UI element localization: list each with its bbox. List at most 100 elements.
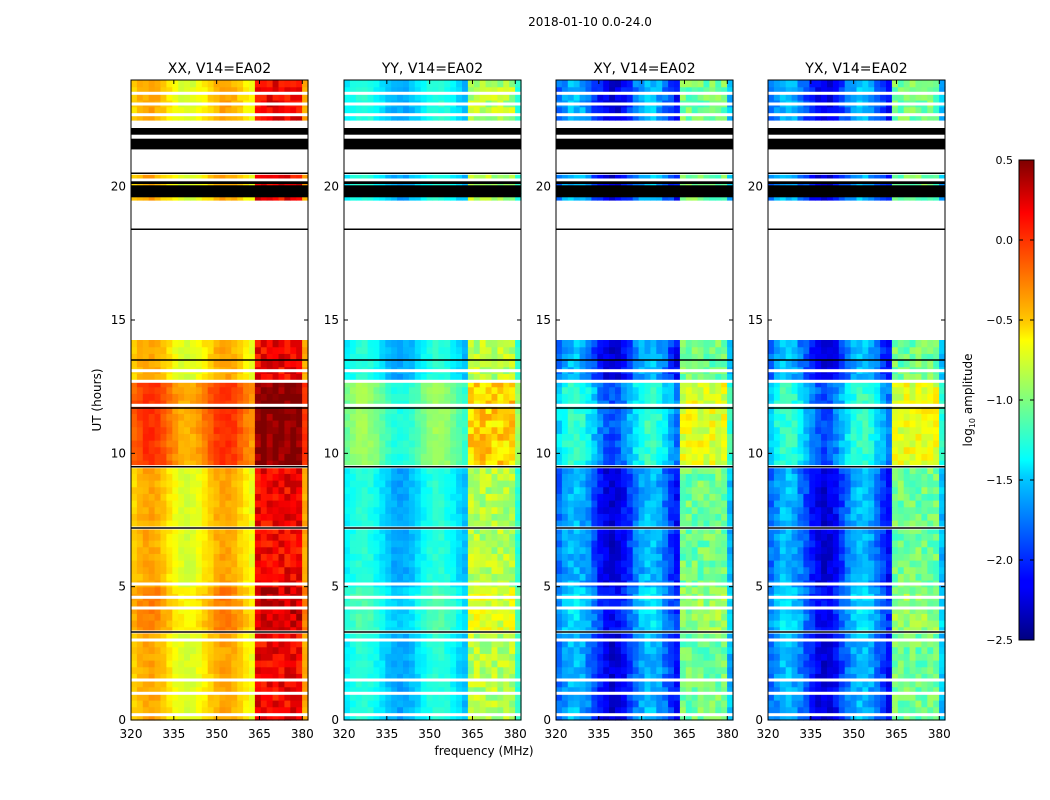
heatmap-cell [195, 106, 203, 114]
heatmap-cell [397, 540, 404, 548]
heatmap-cell [249, 640, 256, 648]
heatmap-cell [195, 433, 203, 441]
heatmap-cell [426, 473, 434, 481]
heatmap-cell [231, 486, 238, 494]
heatmap-cell [243, 80, 250, 88]
heatmap-cell [254, 486, 262, 494]
y-tick-label: 10 [324, 446, 339, 460]
heatmap-cell [650, 680, 657, 688]
heatmap-cell [219, 660, 226, 668]
heatmap-cell [473, 660, 481, 668]
heatmap-cell [361, 373, 369, 381]
heatmap-cell [266, 540, 274, 548]
heatmap-cell [148, 173, 156, 181]
heatmap-cell [349, 573, 357, 581]
heatmap-cell [603, 553, 610, 561]
heatmap-cell [154, 680, 162, 688]
heatmap-cell [644, 640, 651, 648]
heatmap-cell [432, 353, 439, 361]
heatmap-cell [237, 686, 244, 694]
heatmap-cell [585, 673, 592, 681]
heatmap-cell [184, 80, 191, 88]
heatmap-cell [373, 493, 380, 501]
heatmap-cell [379, 473, 386, 481]
heatmap-cell [249, 633, 256, 641]
heatmap-cell [184, 500, 191, 508]
heatmap-cell [591, 633, 598, 641]
heatmap-cell [184, 446, 191, 454]
heatmap-cell [201, 680, 209, 688]
heatmap-cell [697, 546, 705, 554]
heatmap-cell [697, 693, 705, 701]
heatmap-cell [515, 386, 522, 394]
heatmap-cell [438, 466, 445, 474]
heatmap-cell [414, 453, 422, 461]
heatmap-cell [691, 560, 699, 568]
heatmap-cell [585, 680, 592, 688]
heatmap-cell [249, 440, 256, 448]
heatmap-cell [278, 453, 285, 461]
heatmap-cell [450, 513, 457, 521]
heatmap-cell [391, 660, 398, 668]
heatmap-cell [644, 560, 651, 568]
heatmap-cell [385, 406, 392, 414]
heatmap-cell [254, 173, 262, 181]
heatmap-cell [491, 653, 498, 661]
heatmap-cell [254, 386, 262, 394]
heatmap-cell [444, 473, 451, 481]
heatmap-cell [674, 673, 681, 681]
heatmap-cell [420, 553, 428, 561]
heatmap-cell [685, 620, 693, 628]
heatmap-cell [438, 646, 445, 654]
heatmap-cell [154, 373, 162, 381]
heatmap-cell [344, 466, 351, 474]
heatmap-cell [620, 573, 628, 581]
heatmap-cell [408, 546, 416, 554]
heatmap-cell [668, 540, 675, 548]
heatmap-cell [462, 686, 469, 694]
heatmap-cell [172, 540, 179, 548]
heatmap-cell [503, 693, 510, 701]
heatmap-cell [260, 653, 268, 661]
heatmap-cell [579, 620, 587, 628]
heatmap-cell [656, 653, 663, 661]
heatmap-cell [231, 506, 238, 514]
heatmap-cell [473, 513, 481, 521]
heatmap-cell [136, 80, 144, 88]
heatmap-cell [561, 553, 569, 561]
heatmap-cell [195, 413, 203, 421]
heatmap-cell [160, 480, 167, 488]
heatmap-cell [432, 173, 439, 181]
heatmap-cell [485, 586, 493, 594]
heatmap-cell [691, 533, 699, 541]
heatmap-cell [131, 540, 138, 548]
heatmap-cell [349, 480, 357, 488]
heatmap-cell [679, 540, 687, 548]
heatmap-cell [721, 660, 728, 668]
heatmap-cell [379, 346, 386, 354]
heatmap-cell [284, 386, 291, 394]
heatmap-cell [349, 360, 357, 368]
heatmap-cell [361, 93, 369, 101]
heatmap-cell [344, 700, 351, 708]
heatmap-cell [172, 660, 179, 668]
heatmap-cell [190, 626, 197, 634]
heatmap-cell [160, 486, 167, 494]
heatmap-cell [644, 566, 651, 574]
heatmap-cell [178, 113, 185, 121]
heatmap-cell [131, 340, 138, 348]
heatmap-cell [225, 586, 232, 594]
heatmap-cell [231, 686, 238, 694]
heatmap-cell [561, 646, 569, 654]
heatmap-cell [691, 606, 699, 614]
heatmap-cell [260, 393, 268, 401]
heatmap-cell [385, 353, 392, 361]
heatmap-cell [379, 113, 386, 121]
heatmap-cell [632, 533, 640, 541]
heatmap-cell [715, 626, 722, 634]
heatmap-cell [503, 566, 510, 574]
heatmap-cell [473, 613, 481, 621]
heatmap-cell [462, 560, 469, 568]
heatmap-cell [556, 660, 563, 668]
heatmap-cell [426, 540, 434, 548]
